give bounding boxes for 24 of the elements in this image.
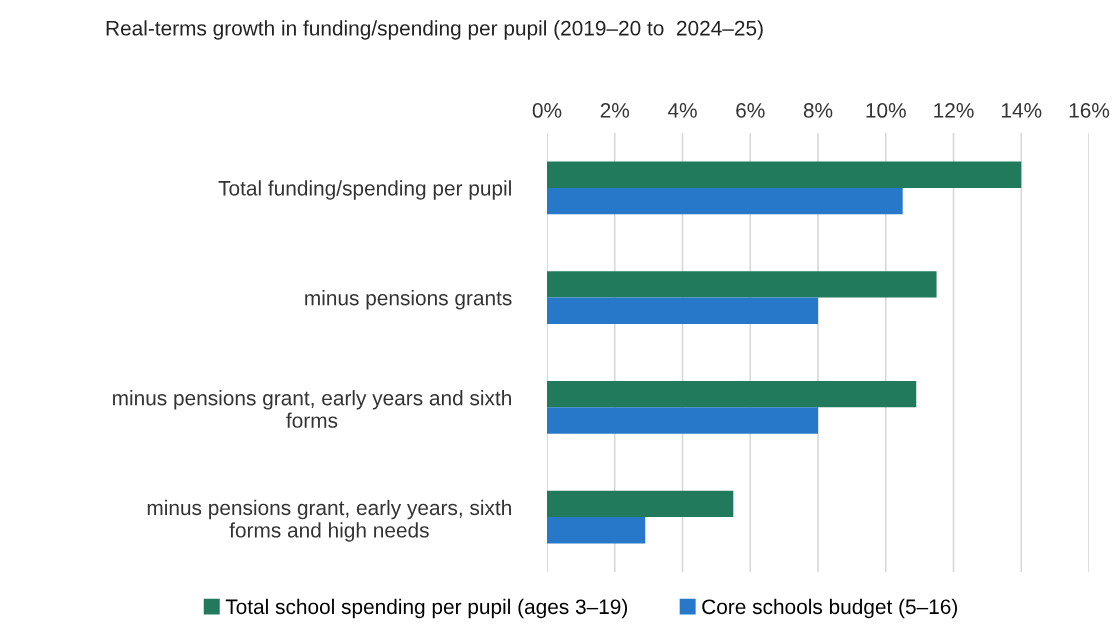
y-tick-label: minus pensions grant, early years, sixth forms and high needs: [147, 499, 511, 542]
x-tick-label: 4%: [667, 103, 697, 118]
legend-label: Total school spending per pupil (ages 3–19): [225, 598, 628, 619]
y-tick-label: Total funding/spending per pupil: [218, 180, 511, 200]
y-tick-label: minus pensions grant, early years and sixth forms: [113, 390, 511, 428]
x-tick-label: 10%: [866, 103, 906, 118]
bar: [547, 517, 646, 544]
bar: [547, 297, 818, 324]
bar: [547, 490, 734, 518]
legend-label: Core schools budget (5–16): [702, 598, 957, 619]
bar: [547, 161, 1022, 188]
x-tick-label: 6%: [736, 103, 765, 118]
x-tick-label: 8%: [803, 103, 833, 118]
x-tick-label: 16%: [1069, 103, 1110, 118]
y-tick-label: minus pensions grants: [305, 290, 512, 310]
x-tick-label: 0%: [532, 103, 562, 118]
bar: [547, 271, 937, 298]
x-tick-label: 2%: [600, 103, 630, 118]
x-axis-title: Real-terms growth in funding/spending per pupil (2019–20 to 2024–25): [106, 20, 763, 40]
bar: [547, 187, 903, 215]
bar: [547, 381, 917, 408]
x-tick-label: 14%: [1001, 103, 1042, 118]
x-tick-label: 12%: [934, 103, 974, 118]
bar: [547, 407, 818, 434]
